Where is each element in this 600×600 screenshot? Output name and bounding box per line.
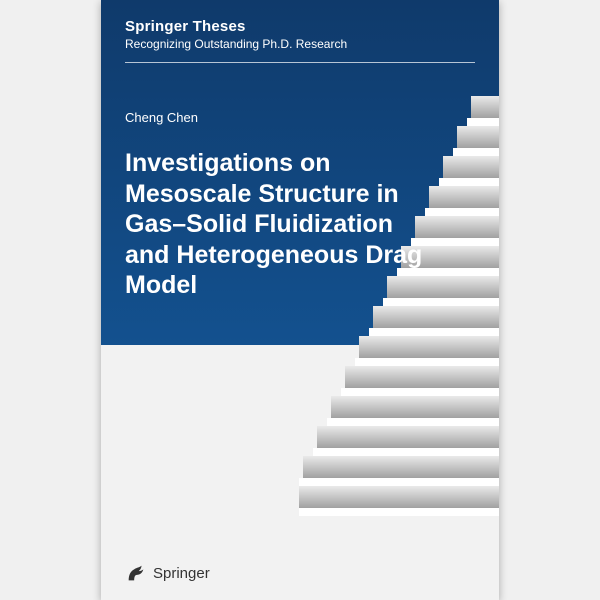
series-tagline: Recognizing Outstanding Ph.D. Research: [125, 37, 347, 51]
book-title: Investigations on Mesoscale Structure in…: [125, 148, 425, 301]
springer-horse-icon: [125, 562, 147, 584]
author-name: Cheng Chen: [125, 110, 198, 125]
series-block: Springer Theses Recognizing Outstanding …: [125, 18, 347, 51]
publisher-block: Springer: [125, 562, 210, 584]
book-cover: Springer Theses Recognizing Outstanding …: [101, 0, 499, 600]
divider-rule: [125, 62, 475, 63]
series-label: Springer Theses: [125, 18, 347, 35]
publisher-name: Springer: [153, 565, 210, 582]
